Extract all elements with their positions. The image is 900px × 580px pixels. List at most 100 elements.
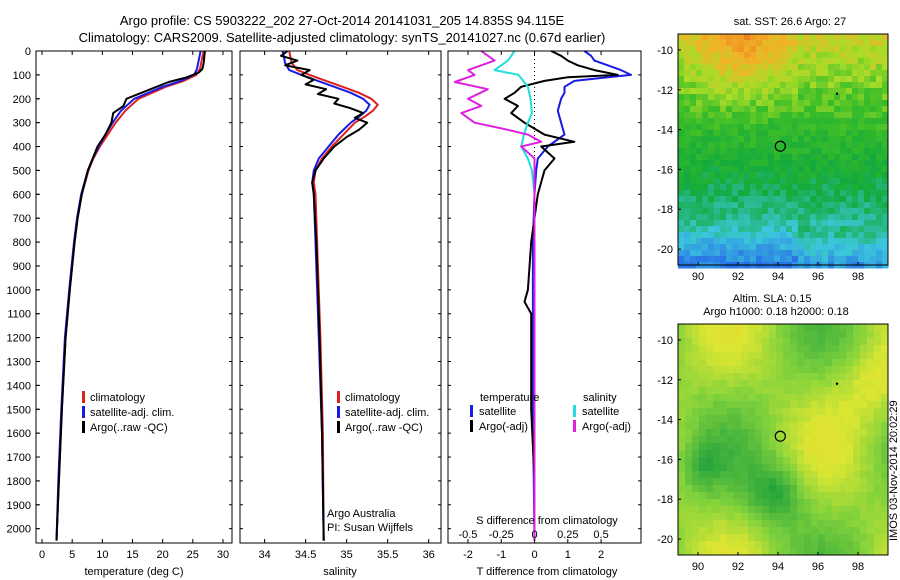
map-cell [692, 513, 700, 521]
map-cell [864, 124, 871, 131]
map-cell [867, 338, 875, 346]
map-cell [696, 112, 703, 119]
map-cell [684, 178, 691, 185]
map-cell [870, 100, 877, 107]
map-cell [783, 485, 791, 493]
map-cell [776, 394, 784, 402]
map-cell [834, 100, 841, 107]
map-cell [696, 250, 703, 257]
map-cell [780, 106, 787, 113]
map-cell [797, 450, 805, 458]
map-cell [804, 422, 812, 430]
map-cell [720, 520, 728, 528]
map-cell [828, 112, 835, 119]
map-cell [732, 118, 739, 125]
map-cell [797, 485, 805, 493]
map-cell [839, 464, 847, 472]
map-cell [811, 401, 819, 409]
map-cell [780, 112, 787, 119]
map-cell [846, 70, 853, 77]
map-cell [810, 214, 817, 221]
map-cell [774, 214, 781, 221]
map-cell [804, 70, 811, 77]
map-cell [732, 220, 739, 227]
map-cell [834, 190, 841, 197]
map-cell [840, 100, 847, 107]
map-cell [852, 112, 859, 119]
map-cell [832, 492, 840, 500]
map-cell [755, 443, 763, 451]
map-cell [804, 58, 811, 65]
map-cell [818, 534, 826, 542]
map-cell [708, 112, 715, 119]
map-cell [846, 190, 853, 197]
map-cell [684, 244, 691, 251]
map-cell [825, 387, 833, 395]
map-cell [818, 471, 826, 479]
map-cell [832, 408, 840, 416]
map-cell [776, 352, 784, 360]
map-cell [828, 40, 835, 47]
top-tick-label: 0 [531, 529, 537, 541]
map-cell [762, 520, 770, 528]
difference-legend: temperature satellite Argo(-adj) salinit… [470, 392, 631, 433]
map-cell [876, 34, 883, 41]
map-cell [804, 338, 812, 346]
map-cell [846, 136, 853, 143]
map-cell [858, 214, 865, 221]
map-cell [755, 331, 763, 339]
map-cell [706, 471, 714, 479]
map-cell [790, 387, 798, 395]
map-cell [726, 136, 733, 143]
map-cell [840, 166, 847, 173]
map-cell [792, 34, 799, 41]
map-cell [816, 64, 823, 71]
map-cell [792, 238, 799, 245]
map-cell [748, 408, 756, 416]
map-cell [685, 324, 693, 332]
map-cell [774, 202, 781, 209]
map-cell [774, 118, 781, 125]
map-cell [708, 166, 715, 173]
map-cell [792, 250, 799, 257]
map-cell [684, 196, 691, 203]
map-cell [832, 548, 840, 556]
map-cell [822, 136, 829, 143]
map-cell [816, 34, 823, 41]
map-cell [750, 190, 757, 197]
map-cell [882, 52, 889, 59]
temperature-xlabel: temperature (deg C) [84, 566, 183, 578]
map-cell [804, 202, 811, 209]
map-cell [811, 457, 819, 465]
map-cell [726, 76, 733, 83]
map-cell [822, 106, 829, 113]
map-cell [727, 394, 735, 402]
map-cell [741, 457, 749, 465]
map-cell [734, 331, 742, 339]
map-cell [774, 196, 781, 203]
map-cell [825, 506, 833, 514]
map-cell [780, 226, 787, 233]
map-cell [769, 513, 777, 521]
map-cell [769, 359, 777, 367]
map-cell [816, 130, 823, 137]
map-cell [776, 478, 784, 486]
map-cell [846, 160, 853, 167]
map-cell [818, 548, 826, 556]
legend-climatology: climatology [345, 392, 401, 404]
map-cell [840, 244, 847, 251]
map-cell [870, 244, 877, 251]
map-cell [840, 220, 847, 227]
map-cell [858, 40, 865, 47]
map-cell [852, 178, 859, 185]
map-cell [846, 506, 854, 514]
map-cell [825, 373, 833, 381]
map-cell [748, 394, 756, 402]
map-cell [699, 401, 707, 409]
map-cell [678, 184, 685, 191]
map-cell [864, 244, 871, 251]
map-cell [804, 366, 812, 374]
map-cell [853, 331, 861, 339]
map-cell [741, 464, 749, 472]
map-cell [696, 220, 703, 227]
